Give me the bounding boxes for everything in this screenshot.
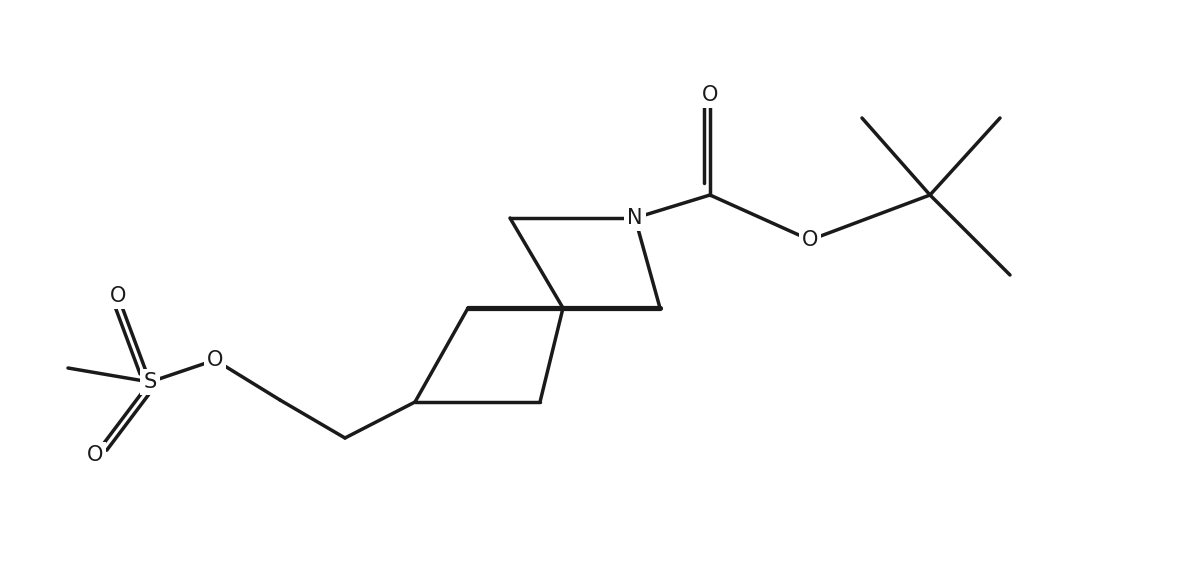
Text: O: O xyxy=(87,445,104,465)
Text: O: O xyxy=(207,350,223,370)
Text: O: O xyxy=(110,286,126,306)
Text: S: S xyxy=(143,372,157,392)
Text: N: N xyxy=(628,208,643,228)
Text: O: O xyxy=(802,230,818,250)
Text: O: O xyxy=(701,85,718,105)
